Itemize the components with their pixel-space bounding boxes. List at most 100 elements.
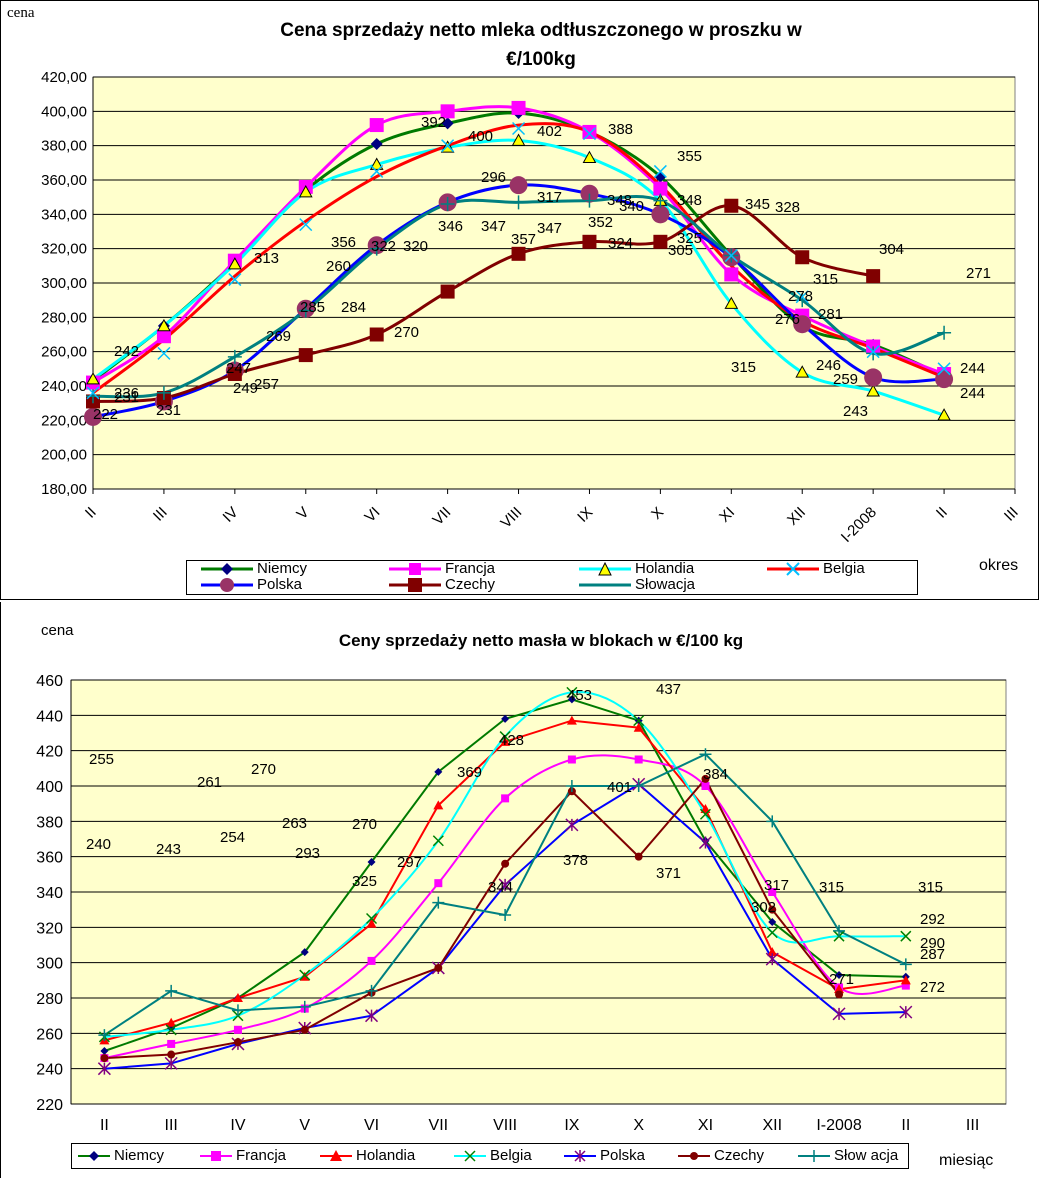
x-tick-label: VII [429,504,454,529]
data-point-słowacja [440,197,455,212]
data-point-czechy [653,234,668,249]
legend-marker-slowacja [798,1150,830,1162]
data-point-polska [498,878,512,892]
x-axis-label: miesiąc [939,1152,994,1169]
data-point-czechy [724,198,739,213]
data-label: 269 [266,328,291,345]
legend-marker-polska [201,578,253,592]
legend-marker-belgia [454,1150,486,1162]
data-label: 371 [656,865,681,882]
x-tick-label: V [299,1117,310,1134]
x-tick-label: IX [564,1117,579,1134]
data-point-francja [434,879,443,888]
y-tick-label: 240 [36,1062,63,1079]
data-point-holandia [500,736,511,746]
data-point-francja [440,104,455,119]
data-point-polska [365,1009,379,1023]
data-point-słowacja [653,193,668,208]
data-label: 270 [352,816,377,833]
x-tick-label: III [966,1117,979,1134]
data-label: 384 [703,766,728,783]
data-label: 345 [745,196,770,213]
legend-label: Niemcy [114,1147,165,1164]
data-label: 344 [488,879,513,896]
data-label: 401 [607,779,632,796]
data-point-holandia [433,800,444,810]
chart-title: Ceny sprzedaży netto masła w blokach w €… [338,631,744,650]
data-point-czechy [866,269,881,284]
legend-label: Polska [257,576,303,593]
data-point-polska [864,368,883,387]
data-label: 222 [93,406,118,423]
data-point-francja [582,124,597,139]
y-tick-label: 260,00 [41,344,87,361]
data-point-belgia [866,345,880,359]
x-tick-label: VIII [497,504,525,532]
legend-label: Słowacja [635,576,696,593]
y-tick-label: 460 [36,673,63,690]
data-point-czechy [795,250,810,265]
legend-marker-polska [564,1150,596,1162]
data-label: 352 [588,214,613,231]
data-label: 246 [816,357,841,374]
data-point-słowacja [298,1000,311,1013]
x-tick-label: II [82,504,100,522]
data-point-francja [167,1039,176,1048]
data-point-polska [899,1005,913,1019]
data-label: 378 [563,852,588,869]
data-point-niemcy [434,767,443,776]
y-tick-label: 280,00 [41,309,87,326]
chart-title-line-1: Cena sprzedaży netto mleka odtłuszczoneg… [280,20,802,41]
data-label: 302 [751,899,776,916]
chart-butter-blocks: cena Ceny sprzedaży netto masła w blokac… [0,602,1039,1178]
data-label: 292 [920,911,945,928]
legend-marker-belgia [767,562,819,576]
x-tick-label: VI [364,1117,379,1134]
x-axis-label: okres [979,557,1019,574]
y-tick-label: 220 [36,1097,63,1114]
chart-1-legend: Niemcy Francja Holandia Belgia Polska Cz… [186,560,918,595]
y-tick-label: 340 [36,885,63,902]
x-tick-label: V [293,504,312,523]
y-tick-label: 340,00 [41,206,87,223]
data-point-czechy [501,859,510,868]
data-point-słowacja [231,1004,244,1017]
legend-marker-niemcy [201,563,253,575]
data-label: 325 [677,230,702,247]
data-label: 315 [731,359,756,376]
data-point-belgia [795,290,809,304]
data-label: 369 [457,764,482,781]
data-point-belgia [724,249,738,263]
data-label: 231 [114,389,139,406]
x-tick-label: VII [429,1117,449,1134]
data-label: 243 [156,841,181,858]
x-tick-label: XI [716,504,738,526]
data-label: 243 [843,403,868,420]
y-tick-label: 380 [36,814,63,831]
legend-label: Francja [236,1147,287,1164]
data-label: 402 [537,123,562,140]
chart-title-line-2: €/100kg [506,49,576,70]
data-point-holandia [834,984,845,994]
data-point-belgia [299,218,313,232]
data-point-słowacja [227,349,242,364]
data-label: 231 [156,402,181,419]
data-label: 453 [567,687,592,704]
data-point-słowacja [86,389,100,404]
legend-marker-francja [389,563,441,575]
data-point-czechy [434,963,443,972]
data-point-francja [233,1025,242,1034]
data-point-belgia [566,686,578,698]
data-label: 322 [371,238,396,255]
data-point-słowacja [98,1029,111,1042]
data-point-czechy [167,1050,176,1059]
data-point-holandia [900,975,911,985]
y-tick-label: 280 [36,991,63,1008]
data-point-czechy [511,246,526,261]
x-tick-label: VI [361,504,383,526]
x-tick-label: III [150,504,171,525]
data-label: 271 [829,971,854,988]
data-point-słowacja [699,748,712,761]
data-label: 278 [788,288,813,305]
data-label: 317 [764,877,789,894]
